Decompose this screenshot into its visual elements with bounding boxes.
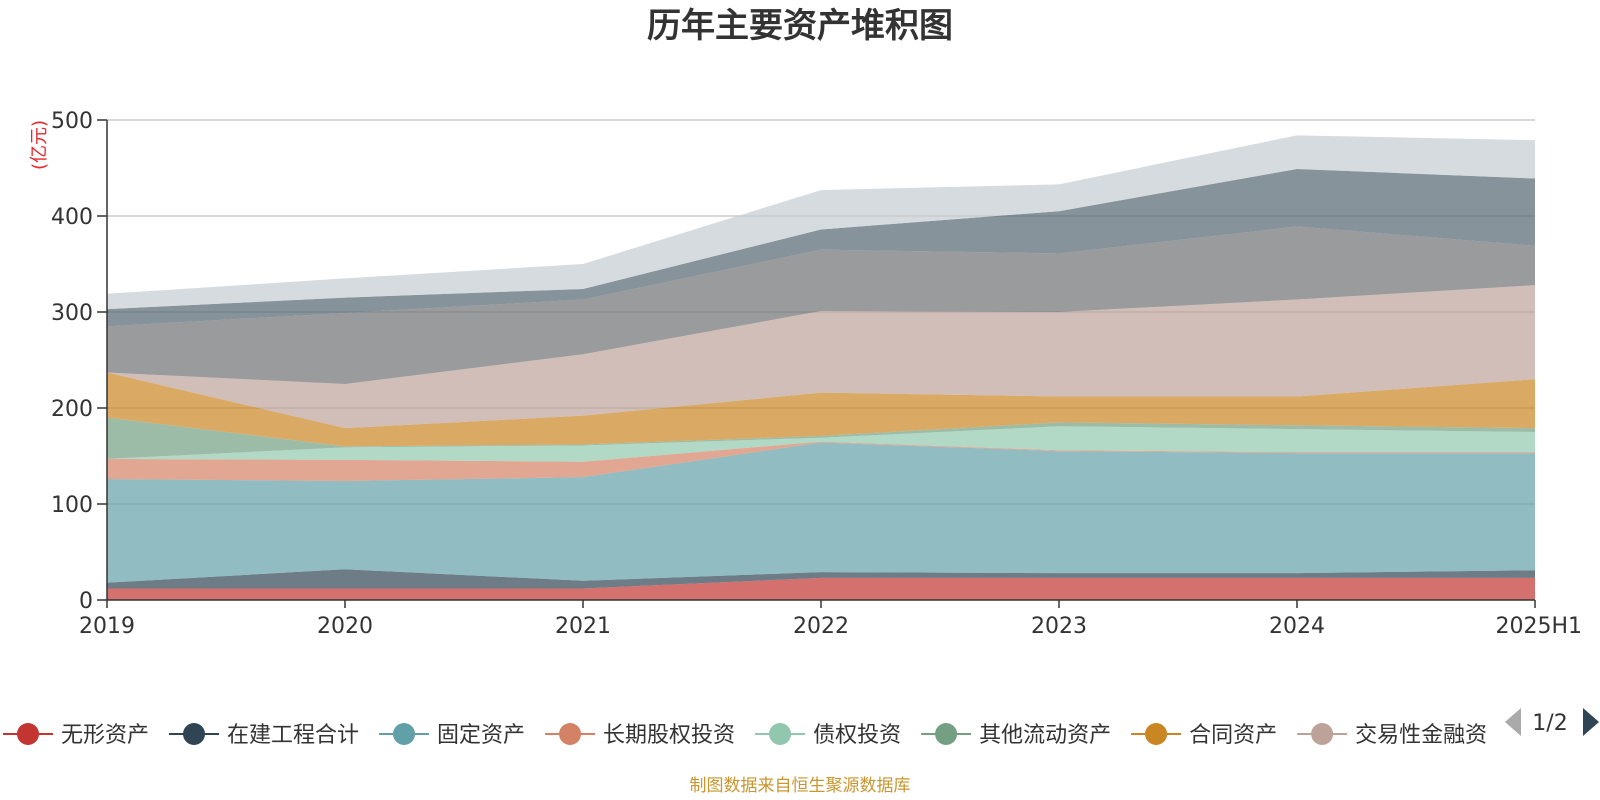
x-tick-label: 2020 <box>317 614 373 639</box>
legend-label: 其他流动资产 <box>979 723 1111 748</box>
legend-page-indicator: 1/2 <box>1532 711 1567 736</box>
legend-items: 无形资产 在建工程合计 固定资产 长期股权投资 债权投资 其他流动资产 合同资产 交易性金融资… <box>3 723 1509 748</box>
legend-label: 固定资产 <box>437 723 525 748</box>
area-series-4 <box>107 426 1535 462</box>
y-tick-label: 100 <box>51 493 93 518</box>
legend-marker-icon <box>1311 723 1334 745</box>
legend: 无形资产 在建工程合计 固定资产 长期股权投资 债权投资 其他流动资产 合同资产 交易性金融资… <box>3 723 1509 748</box>
area-series-group <box>107 135 1535 600</box>
area-series-10 <box>107 135 1535 310</box>
legend-item[interactable]: 其他流动资产 <box>921 723 1111 748</box>
x-tick-label: 2019 <box>79 614 135 639</box>
legend-marker-icon <box>393 723 416 745</box>
area-series-0 <box>107 577 1535 600</box>
legend-item[interactable]: 固定资产 <box>379 723 525 748</box>
legend-marker-icon <box>935 723 958 745</box>
area-series-2 <box>107 442 1535 583</box>
area-series-8 <box>107 226 1535 384</box>
legend-label: 交易性金融资产 <box>1355 723 1509 748</box>
x-tick-label: 2025H1 <box>1495 614 1582 639</box>
legend-marker-icon <box>1145 723 1168 745</box>
y-tick-label: 400 <box>51 205 93 230</box>
area-series-7 <box>107 285 1535 429</box>
legend-label: 长期股权投资 <box>603 723 735 748</box>
legend-label: 合同资产 <box>1189 723 1277 748</box>
x-tick-label: 2023 <box>1031 614 1087 639</box>
legend-item[interactable]: 交易性金融资产 <box>1297 723 1509 748</box>
area-series-9 <box>107 168 1535 327</box>
x-tick-label: 2024 <box>1269 614 1325 639</box>
legend-item[interactable]: 合同资产 <box>1131 723 1277 748</box>
area-series-6 <box>107 372 1535 447</box>
legend-next-page-icon[interactable] <box>1583 708 1599 736</box>
y-axis-tick-labels: 0 100 200 300 400 500 <box>51 109 107 614</box>
y-tick-label: 0 <box>79 589 93 614</box>
legend-marker-icon <box>559 723 582 745</box>
chart-title: 历年主要资产堆积图 <box>647 6 953 46</box>
x-axis-tick-labels: 2019 2020 2021 2022 2023 2024 2025H1 <box>79 600 1582 639</box>
legend-prev-page-icon[interactable] <box>1505 708 1521 736</box>
legend-item[interactable]: 长期股权投资 <box>545 723 735 748</box>
area-series-3 <box>107 441 1535 481</box>
y-tick-label: 200 <box>51 397 93 422</box>
legend-label: 债权投资 <box>813 723 901 748</box>
legend-marker-icon <box>17 723 39 745</box>
legend-marker-icon <box>769 723 792 745</box>
y-tick-label: 300 <box>51 301 93 326</box>
x-tick-label: 2022 <box>793 614 849 639</box>
y-tick-label: 500 <box>51 109 93 134</box>
legend-label: 在建工程合计 <box>227 723 359 748</box>
legend-pager: 1/2 <box>1505 708 1599 736</box>
legend-label: 无形资产 <box>61 723 149 748</box>
legend-item[interactable]: 债权投资 <box>755 723 901 748</box>
y-axis-unit-label: (亿元) <box>29 120 50 170</box>
legend-item[interactable]: 无形资产 <box>3 723 149 748</box>
area-series-1 <box>107 569 1535 589</box>
data-source-note: 制图数据来自恒生聚源数据库 <box>690 776 911 796</box>
legend-item[interactable]: 在建工程合计 <box>169 723 359 748</box>
x-tick-label: 2021 <box>555 614 611 639</box>
legend-marker-icon <box>183 723 206 745</box>
